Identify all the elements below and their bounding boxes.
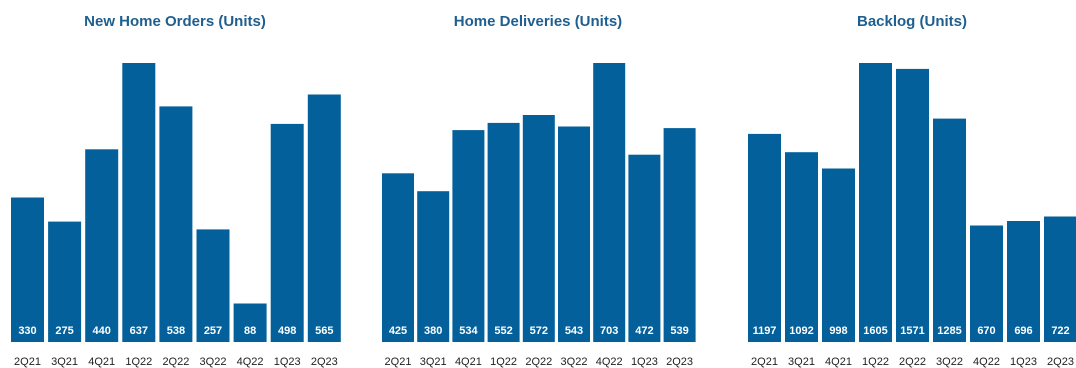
data-label: 696: [1014, 325, 1032, 337]
x-tick-label: 1Q23: [1010, 356, 1037, 368]
data-label: 534: [459, 325, 478, 337]
data-label: 330: [18, 325, 36, 337]
x-tick-label: 4Q21: [825, 356, 852, 368]
bar: [196, 229, 230, 342]
bar: [859, 63, 892, 342]
x-tick-label: 3Q21: [788, 356, 815, 368]
data-label: 498: [278, 325, 296, 337]
bar: [970, 225, 1003, 342]
x-tick-label: 2Q22: [899, 356, 926, 368]
bar: [663, 128, 696, 342]
data-label: 538: [167, 325, 185, 337]
bar: [1007, 221, 1040, 342]
chart-title: Home Deliveries (Units): [454, 13, 622, 30]
x-tick-label: 2Q23: [311, 356, 338, 368]
data-label: 88: [244, 325, 256, 337]
data-label: 552: [494, 325, 512, 337]
bar: [522, 115, 555, 342]
x-tick-label: 4Q21: [88, 356, 115, 368]
bar: [122, 63, 156, 342]
bar: [159, 106, 193, 343]
data-label: 472: [635, 325, 653, 337]
x-tick-label: 2Q21: [385, 356, 412, 368]
x-tick-label: 3Q22: [561, 356, 588, 368]
data-label: 440: [93, 325, 111, 337]
bar: [748, 133, 781, 342]
data-label: 637: [130, 325, 148, 337]
x-tick-label: 4Q22: [237, 356, 264, 368]
bar: [11, 197, 44, 342]
bar: [933, 118, 966, 342]
x-tick-label: 3Q22: [936, 356, 963, 368]
x-tick-label: 2Q23: [1047, 356, 1074, 368]
data-label: 539: [670, 325, 688, 337]
data-label: 380: [424, 325, 442, 337]
data-label: 670: [977, 325, 995, 337]
x-tick-label: 3Q22: [200, 356, 227, 368]
bar: [307, 94, 341, 342]
bar: [85, 149, 119, 342]
bar: [822, 168, 855, 342]
bar: [233, 303, 267, 342]
bar: [558, 126, 590, 342]
bar: [1044, 216, 1076, 342]
x-tick-label: 2Q21: [14, 356, 41, 368]
x-tick-label: 1Q22: [490, 356, 517, 368]
data-label: 703: [600, 325, 618, 337]
bar: [896, 68, 929, 343]
data-label: 1092: [789, 325, 813, 337]
data-label: 275: [55, 325, 73, 337]
data-label: 1197: [753, 325, 777, 337]
x-tick-label: 2Q22: [162, 356, 189, 368]
x-tick-label: 3Q21: [51, 356, 78, 368]
bar: [382, 173, 414, 342]
chart-title: New Home Orders (Units): [84, 13, 266, 30]
x-tick-label: 1Q23: [631, 356, 658, 368]
chart-panel-1: New Home Orders (Units) 330 2Q21 275 3Q21 440…: [11, 13, 341, 368]
data-label: 1605: [863, 325, 887, 337]
bar: [628, 154, 661, 342]
x-tick-label: 2Q22: [525, 356, 552, 368]
data-label: 257: [204, 325, 222, 337]
data-label: 1571: [900, 325, 924, 337]
x-tick-label: 2Q23: [666, 356, 693, 368]
data-label: 1285: [937, 325, 961, 337]
x-tick-label: 1Q22: [862, 356, 889, 368]
x-tick-label: 4Q21: [455, 356, 482, 368]
x-tick-label: 4Q22: [596, 356, 623, 368]
bar: [785, 152, 818, 342]
data-label: 998: [829, 325, 847, 337]
chart-panel-2: Home Deliveries (Units) 425 2Q21 380 3Q21 534…: [382, 13, 696, 368]
data-label: 565: [315, 325, 333, 337]
data-label: 572: [530, 325, 548, 337]
data-label: 543: [565, 325, 583, 337]
chart-title: Backlog (Units): [857, 13, 967, 30]
x-tick-label: 1Q22: [125, 356, 152, 368]
bar: [48, 221, 82, 342]
data-label: 722: [1051, 325, 1069, 337]
x-tick-label: 4Q22: [973, 356, 1000, 368]
bar: [417, 191, 450, 342]
bar: [487, 122, 520, 343]
data-label: 425: [389, 325, 407, 337]
bar: [270, 123, 304, 343]
bar: [452, 130, 485, 342]
bar: [593, 63, 626, 342]
x-tick-label: 1Q23: [274, 356, 301, 368]
x-tick-label: 2Q21: [751, 356, 778, 368]
chart-panel-3: Backlog (Units) 1197 2Q21 1092 3Q21 998 4Q21 16…: [748, 13, 1076, 368]
x-tick-label: 3Q21: [420, 356, 447, 368]
